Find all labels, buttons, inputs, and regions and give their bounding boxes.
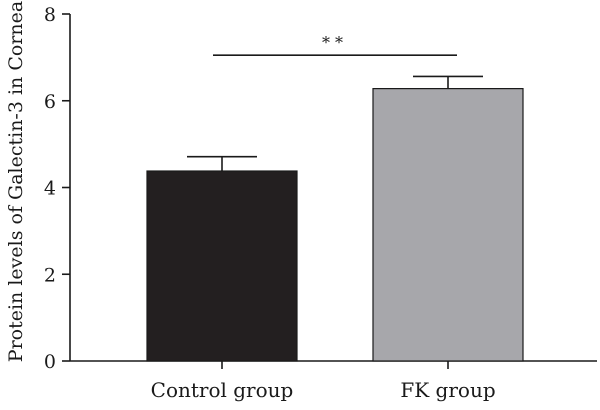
x-tick-label: Control group [151, 378, 294, 402]
error-bars [187, 75, 483, 172]
y-ticks: 0 2 4 6 8 [44, 4, 70, 373]
bar-fk-group [372, 88, 524, 362]
significance-label: ** [322, 33, 348, 52]
bar-control-group [146, 170, 298, 362]
y-tick-label: 2 [44, 264, 56, 286]
y-axis: 0 2 4 6 8 [44, 4, 71, 373]
bars [146, 88, 524, 362]
x-ticks: Control group FK group [151, 361, 496, 402]
x-axis: Control group FK group [70, 360, 597, 402]
significance-annotation: ** [213, 33, 457, 57]
y-tick-label: 4 [44, 178, 56, 200]
x-tick-label: FK group [400, 378, 495, 402]
y-tick-label: 8 [44, 4, 56, 26]
y-tick-label: 6 [44, 91, 56, 113]
y-tick-label: 0 [44, 351, 56, 373]
y-axis-label: Protein levels of Galectin-3 in Cornea [5, 1, 27, 362]
